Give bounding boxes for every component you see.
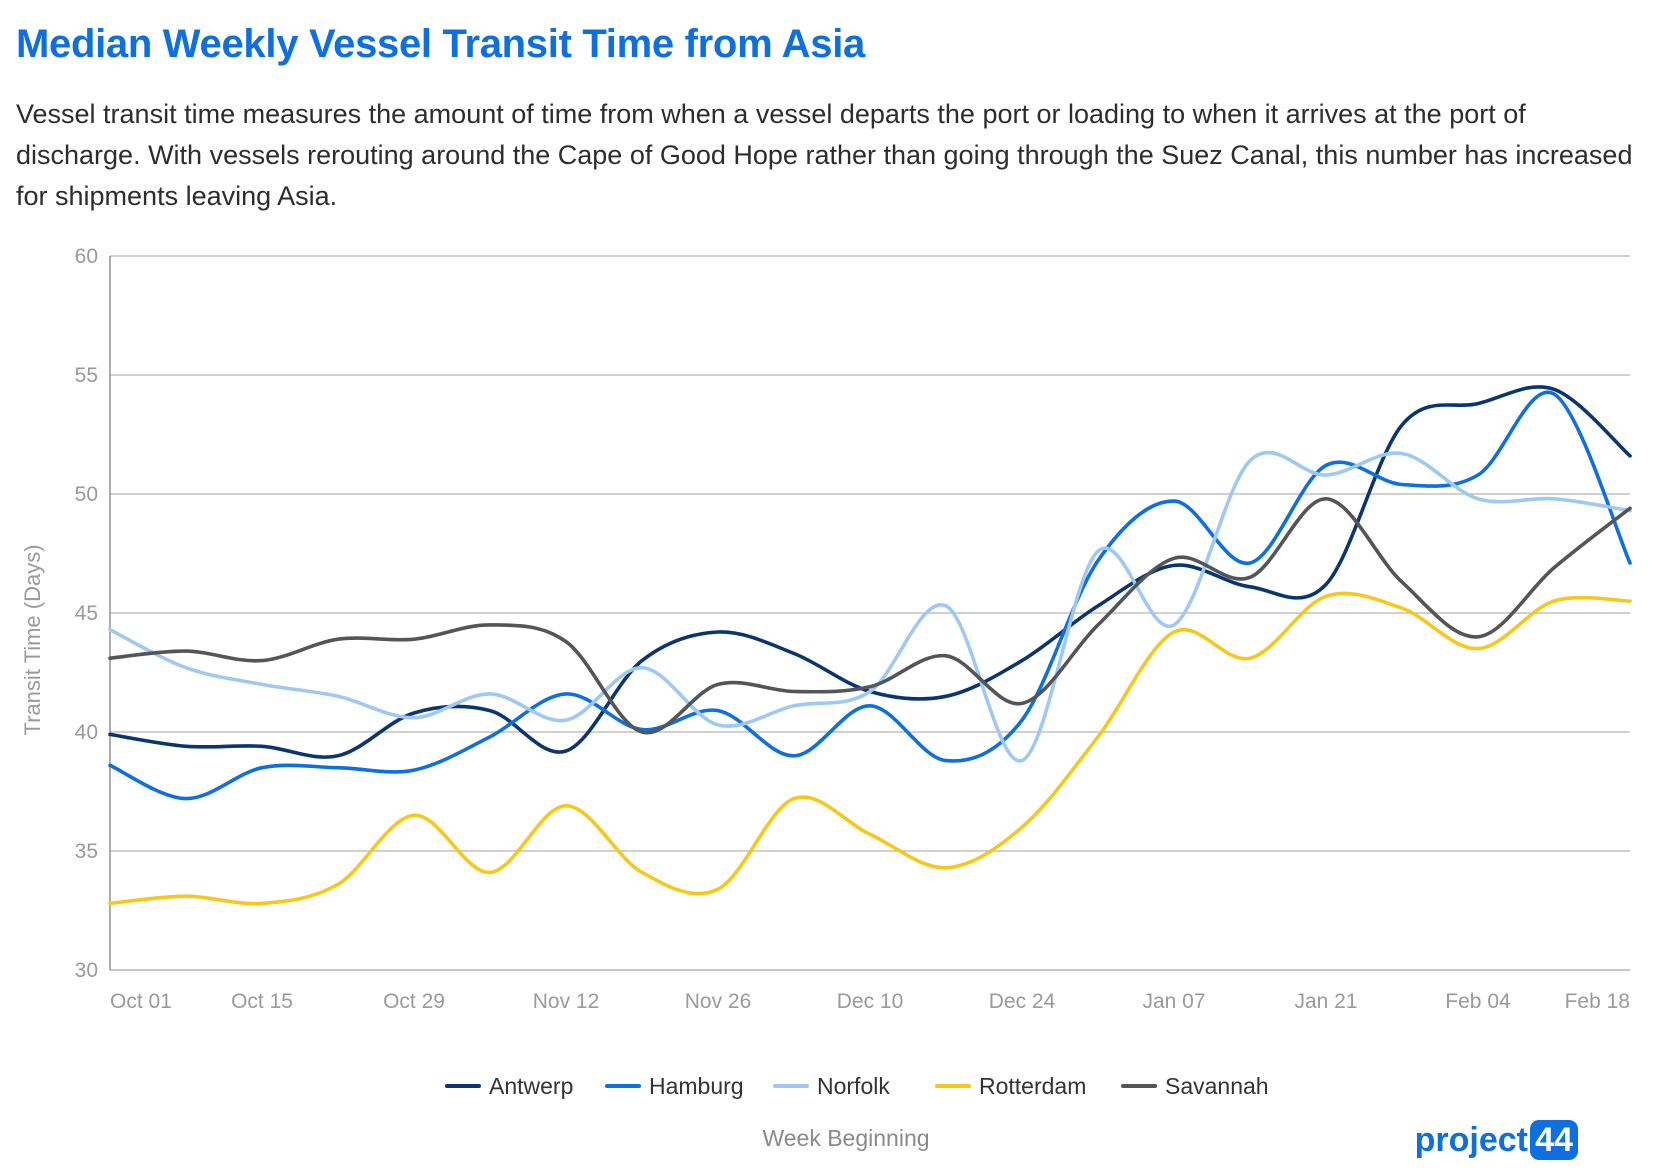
y-tick-label: 60 [75, 245, 98, 268]
legend-label-hamburg: Hamburg [649, 1073, 744, 1099]
project44-logo: project 44 [1415, 1120, 1578, 1160]
x-tick-label: Oct 29 [383, 990, 445, 1013]
y-tick-label: 55 [75, 364, 98, 387]
x-tick-label: Jan 07 [1142, 990, 1205, 1013]
x-tick-label: Nov 26 [685, 990, 752, 1013]
series-line-rotterdam [108, 591, 1632, 906]
grid-lines [109, 255, 1630, 971]
legend-label-savannah: Savannah [1165, 1073, 1269, 1099]
legend-label-norfolk: Norfolk [817, 1073, 890, 1099]
chart-title: Median Weekly Vessel Transit Time from A… [16, 22, 865, 66]
x-tick-label: Oct 15 [231, 990, 293, 1013]
y-axis-ticks: 30 35 40 45 50 55 60 [75, 245, 98, 982]
chart-subtitle: Vessel transit time measures the amount … [16, 99, 1633, 211]
y-tick-label: 45 [75, 602, 98, 625]
series-line-hamburg [108, 390, 1632, 801]
legend-label-rotterdam: Rotterdam [979, 1073, 1086, 1099]
x-tick-label: Dec 24 [989, 990, 1056, 1013]
y-tick-label: 30 [75, 959, 98, 982]
x-tick-label: Feb 18 [1565, 990, 1630, 1013]
x-tick-label: Nov 12 [533, 990, 600, 1013]
legend-label-antwerp: Antwerp [489, 1073, 573, 1099]
x-tick-label: Oct 01 [110, 990, 172, 1013]
series-line-norfolk [108, 450, 1632, 763]
y-tick-label: 40 [75, 721, 98, 744]
logo-text-44: 44 [1535, 1121, 1573, 1159]
legend: Antwerp Hamburg Norfolk Rotterdam Savannah [445, 1073, 1269, 1099]
logo-text-project: project [1415, 1121, 1528, 1159]
logo-badge [1530, 1120, 1578, 1160]
y-tick-label: 35 [75, 840, 98, 863]
x-tick-label: Dec 10 [837, 990, 904, 1013]
x-tick-label: Jan 21 [1294, 990, 1357, 1013]
y-axis-label: Transit Time (Days) [20, 544, 45, 735]
x-tick-label: Feb 04 [1445, 990, 1511, 1013]
y-tick-label: 50 [75, 483, 98, 506]
series-line-antwerp [108, 385, 1632, 759]
x-axis-ticks: Oct 01 Oct 15 Oct 29 Nov 12 Nov 26 Dec 10 Dec … [110, 990, 1630, 1013]
series-lines [108, 385, 1632, 906]
x-axis-label: Week Beginning [762, 1125, 929, 1151]
series-line-savannah [108, 496, 1632, 735]
